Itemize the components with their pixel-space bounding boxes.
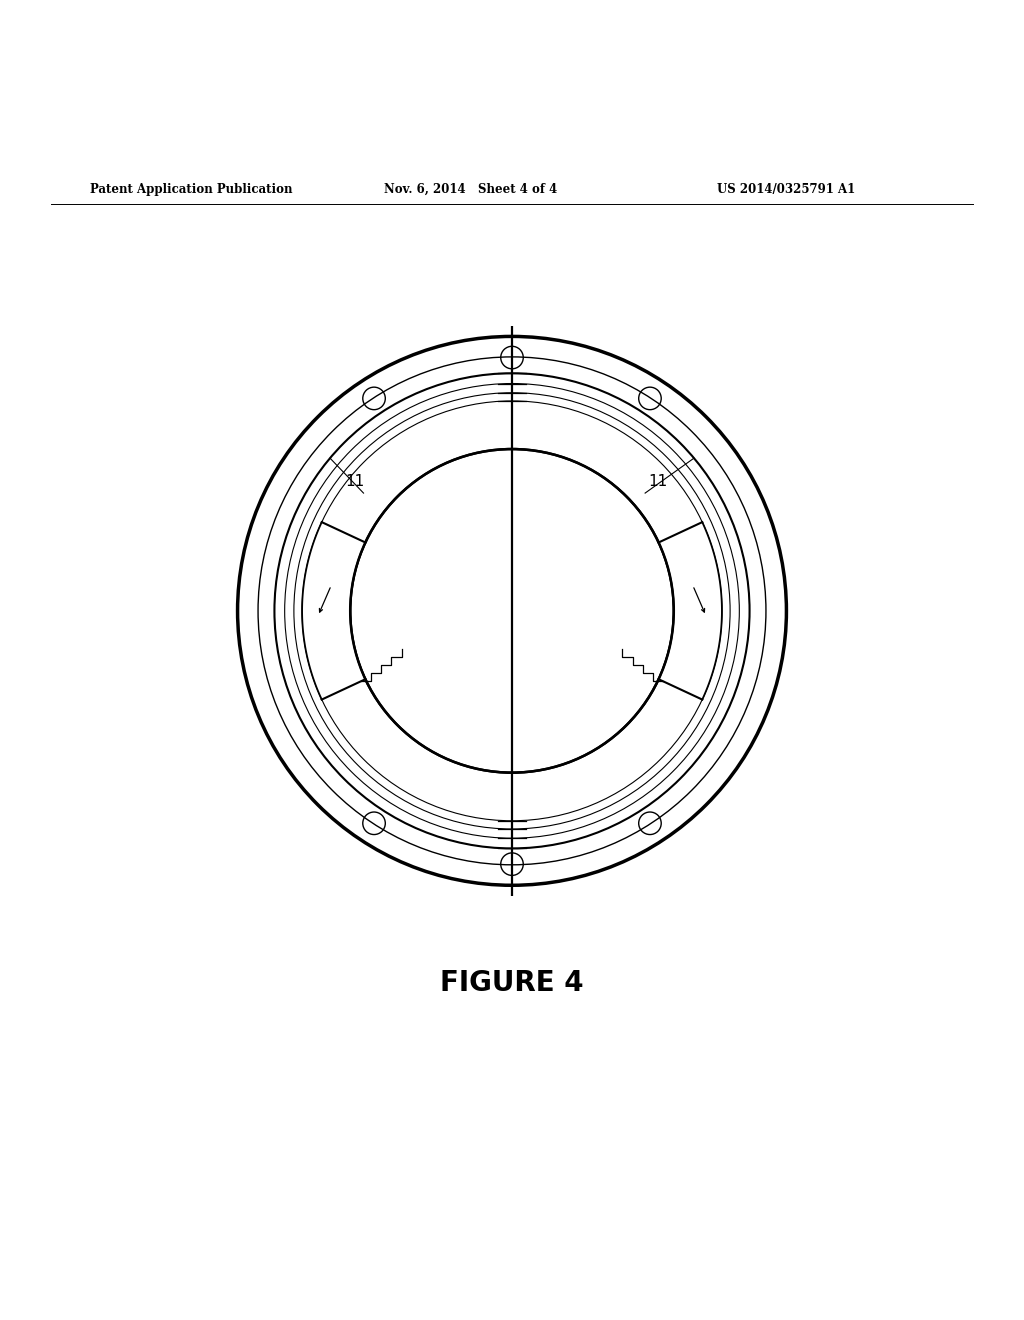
Text: US 2014/0325791 A1: US 2014/0325791 A1 (717, 183, 855, 195)
Polygon shape (658, 523, 722, 700)
Text: 11: 11 (345, 474, 365, 488)
Text: Patent Application Publication: Patent Application Publication (90, 183, 293, 195)
Text: FIGURE 4: FIGURE 4 (440, 969, 584, 997)
Text: Nov. 6, 2014   Sheet 4 of 4: Nov. 6, 2014 Sheet 4 of 4 (384, 183, 557, 195)
Polygon shape (302, 523, 366, 700)
Text: 11: 11 (648, 474, 668, 488)
